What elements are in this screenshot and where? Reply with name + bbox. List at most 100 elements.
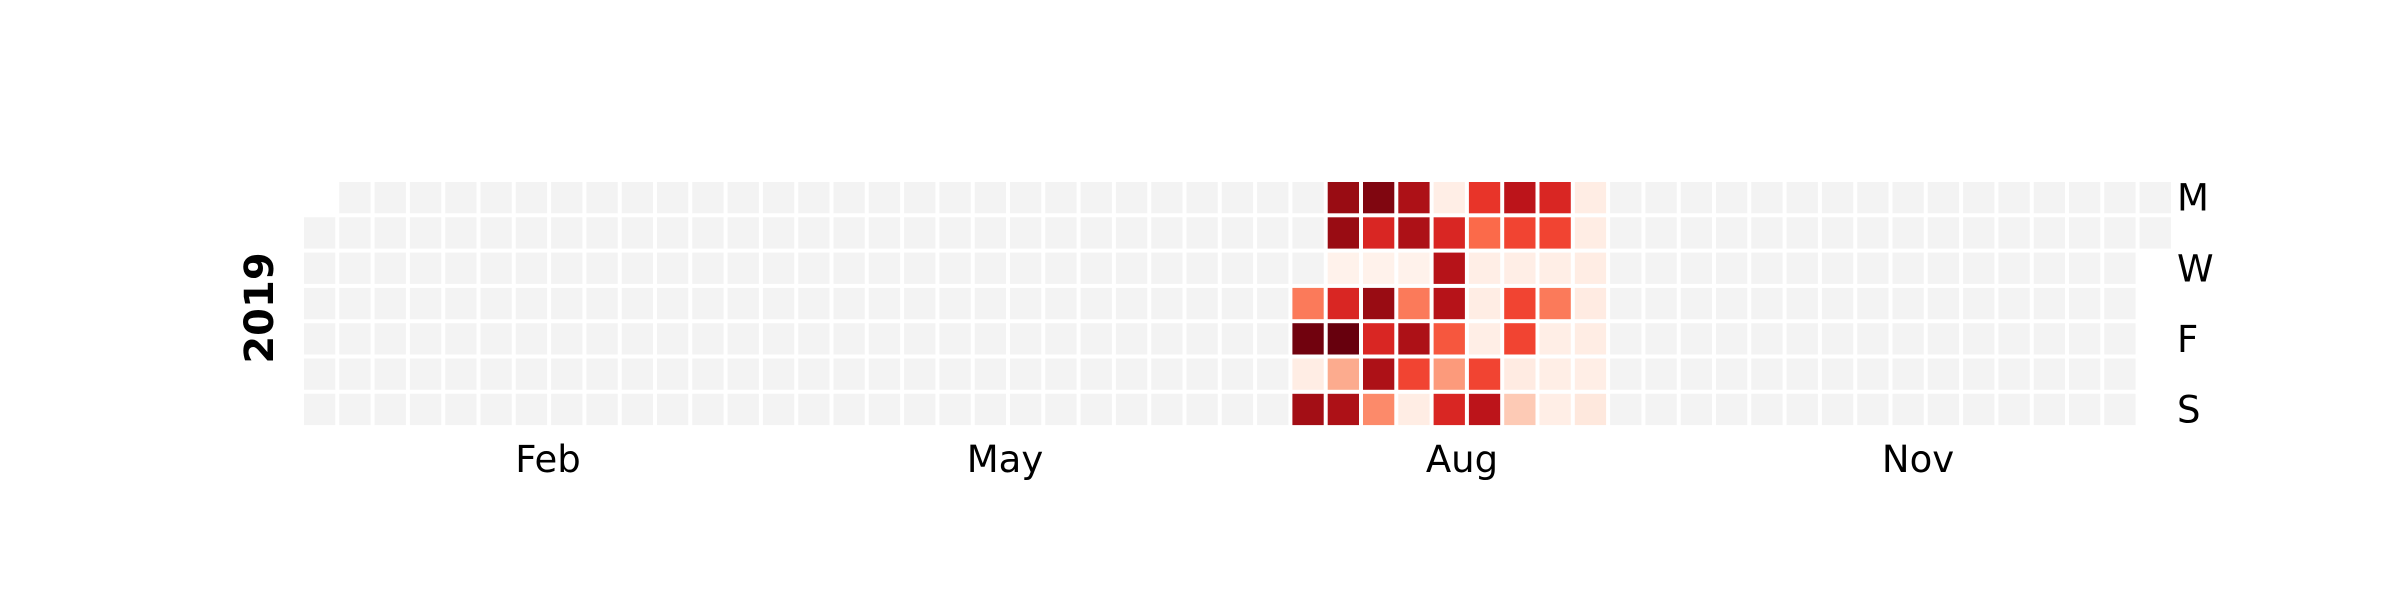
heatmap-cell [1716, 252, 1748, 284]
heatmap-cell [480, 323, 512, 355]
heatmap-cell [621, 252, 653, 284]
heatmap-cell [1574, 217, 1607, 249]
heatmap-cell [1857, 393, 1889, 426]
heatmap-cell [1080, 252, 1112, 284]
heatmap-cell [2139, 217, 2171, 249]
heatmap-cell [657, 217, 689, 249]
heatmap-cell [621, 287, 653, 320]
heatmap-cell [1998, 393, 2030, 426]
heatmap-cell [621, 182, 653, 214]
heatmap-cell [798, 182, 830, 214]
heatmap-cell [2104, 323, 2136, 355]
heatmap-cell [1080, 323, 1112, 355]
heatmap-cell [1151, 393, 1183, 426]
heatmap-cell [904, 287, 936, 320]
heatmap-cell [515, 358, 548, 390]
heatmap-cell [657, 182, 689, 214]
heatmap-cell [1892, 358, 1924, 390]
heatmap-cell [480, 217, 512, 249]
heatmap-cell [1433, 182, 1465, 214]
heatmap-cell [374, 252, 406, 284]
heatmap-cell [621, 323, 653, 355]
heatmap-cell [1786, 393, 1818, 426]
heatmap-cell [1398, 323, 1430, 355]
heatmap-cell [939, 393, 971, 426]
heatmap-cell [1327, 393, 1359, 426]
heatmap-cell [1645, 252, 1677, 284]
heatmap-cell [586, 217, 618, 249]
heatmap-cell [1045, 217, 1077, 249]
heatmap-cell [2069, 252, 2101, 284]
heatmap-cell [1716, 182, 1748, 214]
heatmap-cell [1963, 252, 1995, 284]
heatmap-cell [727, 358, 759, 390]
heatmap-cell [692, 393, 724, 426]
heatmap-cell [1786, 217, 1818, 249]
heatmap-cell [904, 393, 936, 426]
heatmap-cell [1680, 182, 1712, 214]
heatmap-cell [1115, 358, 1148, 390]
heatmap-cell [1115, 393, 1148, 426]
heatmap-cell [2104, 358, 2136, 390]
heatmap-cell [904, 323, 936, 355]
heatmap-cell [1221, 252, 1254, 284]
heatmap-cell [2033, 358, 2065, 390]
heatmap-cell [2069, 287, 2101, 320]
heatmap-cell [974, 252, 1006, 284]
heatmap-cell [798, 252, 830, 284]
heatmap-cell [1539, 393, 1571, 426]
heatmap-cell [1504, 393, 1536, 426]
year-label: 2019 [237, 252, 283, 363]
heatmap-cell [833, 217, 865, 249]
heatmap-cell [1504, 217, 1536, 249]
heatmap-cell [1927, 393, 1960, 426]
heatmap-cell [1927, 323, 1960, 355]
heatmap-cell [1680, 217, 1712, 249]
heatmap-cell [1610, 287, 1642, 320]
heatmap-cell [1010, 323, 1042, 355]
heatmap-cell [1433, 287, 1465, 320]
heatmap-cell [1468, 217, 1501, 249]
heatmap-cell [1045, 182, 1077, 214]
heatmap-cell [1716, 358, 1748, 390]
heatmap-cell [1857, 287, 1889, 320]
heatmap-cell [1963, 182, 1995, 214]
heatmap-cell [1716, 323, 1748, 355]
heatmap-cell [304, 217, 336, 249]
heatmap-cell [1186, 358, 1218, 390]
heatmap-cell [692, 217, 724, 249]
heatmap-cell [1892, 182, 1924, 214]
heatmap-cell [621, 358, 653, 390]
heatmap-cell [339, 287, 371, 320]
heatmap-cell [1574, 252, 1607, 284]
heatmap-cell [1398, 252, 1430, 284]
heatmap-cell [339, 252, 371, 284]
heatmap-cell [1892, 217, 1924, 249]
heatmap-cell [1504, 182, 1536, 214]
heatmap-cell [1115, 252, 1148, 284]
heatmap-cell [1927, 182, 1960, 214]
heatmap-cell [762, 393, 795, 426]
heatmap-cell [762, 287, 795, 320]
heatmap-cell [1645, 287, 1677, 320]
x-tick-label: May [967, 438, 1044, 481]
heatmap-cell [1468, 323, 1501, 355]
heatmap-cell [551, 323, 583, 355]
heatmap-cell [762, 358, 795, 390]
heatmap-cell [1998, 358, 2030, 390]
heatmap-cell [551, 217, 583, 249]
heatmap-cell [1257, 287, 1289, 320]
heatmap-cell [1151, 323, 1183, 355]
heatmap-cell [374, 182, 406, 214]
heatmap-cell [974, 217, 1006, 249]
heatmap-cell [939, 358, 971, 390]
x-tick-label: Nov [1882, 438, 1954, 481]
heatmap-cell [409, 182, 442, 214]
heatmap-cell [833, 287, 865, 320]
heatmap-cell [692, 358, 724, 390]
heatmap-cell [1292, 182, 1324, 214]
heatmap-cell [374, 393, 406, 426]
heatmap-cell [1292, 358, 1324, 390]
heatmap-cell [1151, 287, 1183, 320]
